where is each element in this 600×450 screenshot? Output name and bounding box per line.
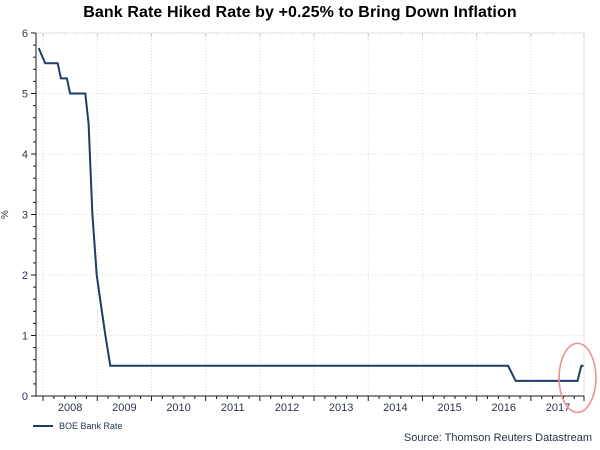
y-tick-label: 3 <box>22 209 28 221</box>
chart-title: Bank Rate Hiked Rate by +0.25% to Bring … <box>83 4 517 21</box>
y-tick-label: 4 <box>22 149 28 161</box>
y-axis-unit-label: % <box>0 210 11 219</box>
x-tick-label: 2012 <box>275 402 299 414</box>
series-line <box>37 47 584 382</box>
legend: BOE Bank Rate <box>33 420 123 432</box>
annotation-ellipse <box>558 342 597 414</box>
x-tick-label: 2011 <box>221 402 245 414</box>
legend-label: BOE Bank Rate <box>59 421 123 431</box>
legend-line-swatch <box>33 425 53 427</box>
x-tick-label: 2014 <box>383 402 407 414</box>
x-tick-label: 2008 <box>58 402 82 414</box>
x-tick-label: 2010 <box>166 402 190 414</box>
x-tick-label: 2009 <box>112 402 136 414</box>
y-tick-label: 5 <box>22 88 28 100</box>
y-tick-label: 2 <box>22 270 28 282</box>
y-tick-label: 1 <box>22 330 28 342</box>
x-tick-label: 2016 <box>492 402 516 414</box>
x-tick-label: 2017 <box>546 402 570 414</box>
source-note: Source: Thomson Reuters Datastream <box>403 432 592 444</box>
x-tick-label: 2015 <box>437 402 461 414</box>
x-tick-label: 2013 <box>329 402 353 414</box>
y-tick-label: 0 <box>22 391 28 403</box>
y-tick-label: 6 <box>22 28 28 40</box>
